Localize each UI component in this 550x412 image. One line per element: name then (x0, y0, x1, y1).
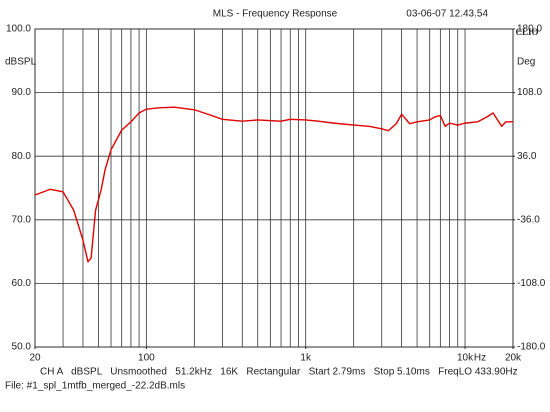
x-tick-label: 10k (457, 353, 474, 364)
y2-tick-label: -180.0 (517, 342, 546, 353)
y-tick-label: 60.0 (12, 278, 32, 289)
file-name: File: #1_spl_1mtfb_merged_-22.2dB.mls (5, 381, 185, 392)
y-tick-label: 70.0 (12, 214, 32, 225)
brand: CLIO (515, 27, 538, 37)
x-tick-label: 1k (300, 353, 312, 364)
x-tick-label: 100 (138, 353, 155, 364)
info-line: CH A dBSPL Unsmoothed 51.2kHz 16K Rectan… (40, 367, 518, 378)
x-tick-label: 20k (505, 353, 522, 364)
y2-tick-label: -108.0 (517, 278, 546, 289)
y-tick-label: 50.0 (12, 342, 32, 353)
x-unit: Hz (474, 353, 486, 364)
y2-axis-label: Deg (517, 57, 535, 68)
x-tick-label: 20 (29, 353, 41, 364)
chart-title: MLS - Frequency Response (213, 9, 338, 20)
y2-tick-label: 36.0 (517, 151, 537, 162)
y2-tick-label: 180.0 (517, 24, 542, 35)
response-curve (34, 106, 513, 263)
y-tick-label: 80.0 (12, 151, 32, 162)
y2-tick-label: -36.0 (517, 214, 540, 225)
y-axis-label: dBSPL (5, 57, 37, 68)
y-tick-label: 100.0 (6, 24, 31, 35)
y2-tick-label: 108.0 (517, 87, 542, 98)
y-tick-label: 90.0 (12, 87, 32, 98)
timestamp: 03-06-07 12.43.54 (406, 9, 488, 20)
